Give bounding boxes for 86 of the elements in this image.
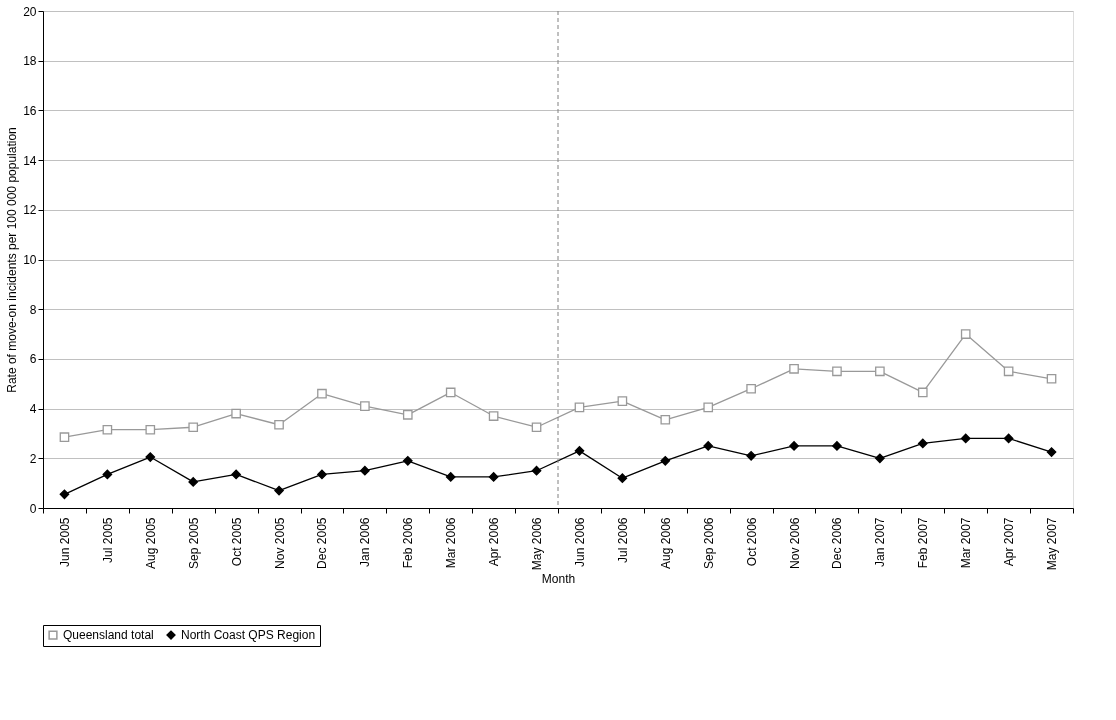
x-tick-label: Oct 2006 [744, 517, 759, 567]
x-tick-label: Mar 2006 [444, 517, 459, 569]
y-axis-title: Rate of move-on incidents per 100 000 population [5, 127, 20, 393]
point [574, 446, 585, 456]
point [746, 450, 756, 461]
point [445, 472, 456, 482]
y-tick-label: 4 [29, 402, 37, 417]
point [960, 433, 971, 444]
x-tick-label: Sep 2006 [701, 517, 716, 569]
point [402, 455, 413, 466]
point [832, 366, 842, 377]
y-tick-label: 18 [23, 54, 37, 69]
point [917, 438, 928, 449]
point [59, 489, 70, 500]
point [274, 485, 284, 496]
y-tick-label: 2 [29, 451, 37, 466]
point [317, 388, 327, 399]
y-tick-label: 14 [23, 153, 37, 168]
point [531, 422, 542, 433]
point [746, 383, 756, 394]
point [360, 465, 370, 476]
point [960, 329, 971, 339]
point [488, 411, 499, 421]
point [875, 366, 885, 377]
point [1046, 373, 1057, 384]
legend-label: North Coast QPS Region [181, 628, 316, 643]
point [102, 469, 113, 480]
point [875, 453, 885, 464]
point [1046, 447, 1057, 457]
y-tick-label: 8 [29, 302, 37, 317]
x-tick-label: Aug 2005 [143, 517, 158, 569]
x-tick-label: Jan 2007 [873, 517, 888, 567]
x-tick-label: Dec 2005 [315, 517, 330, 569]
point [402, 409, 413, 420]
x-tick-label: Apr 2006 [487, 517, 502, 567]
x-tick-label: Mar 2007 [959, 517, 974, 569]
x-tick-label: Jul 2005 [100, 517, 115, 563]
x-tick-label: Jan 2006 [358, 517, 373, 567]
y-tick-label: 10 [23, 253, 37, 267]
x-axis-title: Month [541, 572, 576, 587]
x-tick-label: Nov 2005 [272, 517, 287, 569]
x-tick-label: Jun 2005 [57, 517, 72, 567]
point [1003, 433, 1014, 444]
x-tick-label: Apr 2007 [1002, 517, 1017, 567]
point [832, 441, 842, 451]
point [789, 441, 799, 451]
x-tick-label: Dec 2006 [830, 517, 845, 569]
x-tick-label: Oct 2005 [229, 517, 244, 567]
y-tick-label: 16 [23, 103, 37, 118]
y-tick-label: 12 [23, 203, 37, 218]
point [145, 452, 156, 462]
x-tick-label: Feb 2006 [401, 517, 416, 569]
point [660, 414, 671, 425]
point [102, 424, 113, 435]
point [360, 401, 370, 411]
y-tick-label: 6 [29, 352, 37, 367]
point [703, 441, 714, 451]
point [188, 422, 199, 433]
point [231, 408, 241, 419]
x-tick-label: May 2007 [1045, 517, 1060, 571]
point [703, 402, 714, 413]
point [660, 455, 671, 466]
point [617, 473, 628, 484]
y-tick-label: 20 [23, 4, 37, 19]
point [1003, 366, 1014, 377]
y-tick-label: 0 [29, 501, 37, 516]
point [789, 364, 799, 374]
point [617, 396, 628, 406]
point [231, 469, 241, 480]
point [317, 469, 327, 480]
x-tick-label: Aug 2006 [658, 517, 673, 569]
point [488, 472, 499, 482]
x-tick-label: Jun 2006 [572, 517, 587, 567]
x-tick-label: Feb 2007 [916, 517, 931, 569]
point [59, 432, 70, 443]
legend-label: Queensland total [63, 628, 154, 643]
point [445, 387, 456, 398]
x-tick-label: Nov 2006 [787, 517, 802, 569]
point [274, 419, 284, 430]
x-tick-label: May 2006 [530, 517, 545, 571]
point [188, 477, 199, 487]
point [531, 465, 542, 476]
x-tick-label: Jul 2006 [615, 517, 630, 563]
point [917, 387, 928, 398]
x-tick-label: Sep 2005 [186, 517, 201, 569]
point [145, 424, 156, 435]
